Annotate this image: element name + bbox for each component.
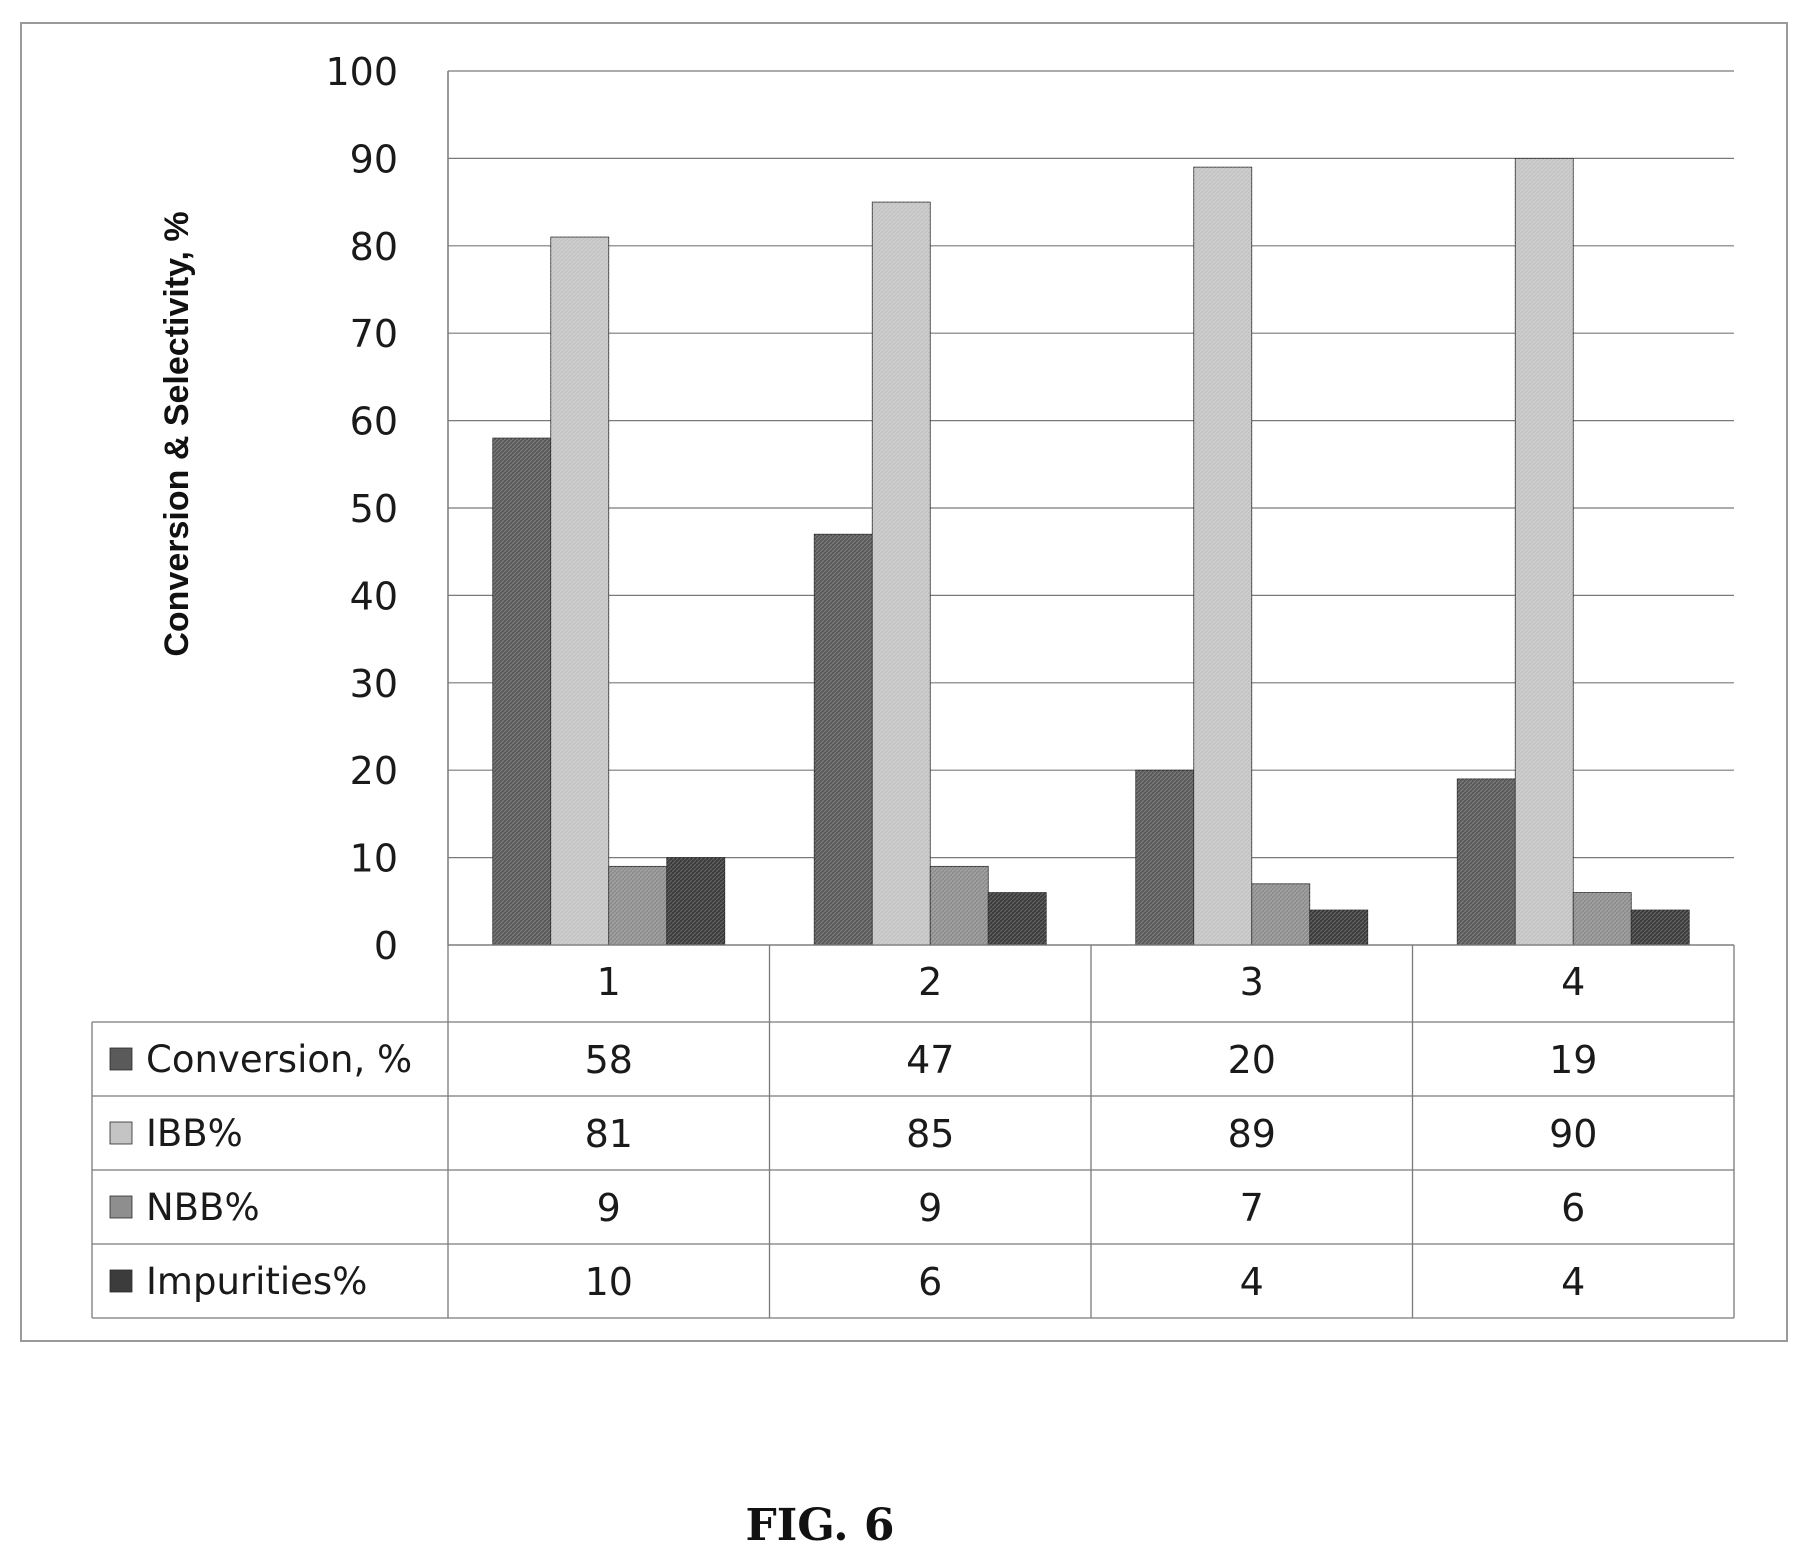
table-value-3-cat-1: 9 bbox=[597, 1186, 621, 1230]
bar-texture-3-cat-3 bbox=[1251, 883, 1310, 945]
bar-texture-3-cat-4 bbox=[1573, 892, 1632, 945]
legend-label-2: IBB% bbox=[146, 1112, 243, 1155]
table-value-2-cat-4: 90 bbox=[1549, 1112, 1597, 1156]
y-tick-label-60: 60 bbox=[350, 400, 398, 444]
table-value-4-cat-4: 4 bbox=[1561, 1260, 1585, 1304]
y-axis-label: Conversion & Selectivity, % bbox=[158, 211, 196, 656]
bar-texture-4-cat-3 bbox=[1309, 910, 1368, 945]
x-category-label-3: 3 bbox=[1240, 960, 1264, 1004]
legend-label-1: Conversion, % bbox=[146, 1038, 412, 1081]
bar-texture-2-cat-4 bbox=[1515, 158, 1574, 945]
x-category-label-4: 4 bbox=[1561, 960, 1585, 1004]
bar-texture-2-cat-1 bbox=[550, 237, 609, 945]
table-value-3-cat-2: 9 bbox=[918, 1186, 942, 1230]
y-tick-label-100: 100 bbox=[325, 50, 398, 94]
x-category-label-1: 1 bbox=[597, 960, 621, 1004]
y-tick-label-0: 0 bbox=[374, 924, 398, 968]
legend-label-3: NBB% bbox=[146, 1186, 260, 1229]
bar-texture-4-cat-2 bbox=[988, 892, 1047, 945]
bar-texture-1-cat-3 bbox=[1135, 770, 1194, 945]
table-value-1-cat-2: 47 bbox=[906, 1038, 954, 1082]
table-value-2-cat-2: 85 bbox=[906, 1112, 954, 1156]
table-value-1-cat-3: 20 bbox=[1228, 1038, 1276, 1082]
table-value-1-cat-1: 58 bbox=[585, 1038, 633, 1082]
table-value-2-cat-1: 81 bbox=[585, 1112, 633, 1156]
y-tick-label-70: 70 bbox=[350, 312, 398, 356]
bar-texture-3-cat-2 bbox=[930, 866, 989, 945]
table-value-4-cat-1: 10 bbox=[585, 1260, 633, 1304]
bar-texture-4-cat-1 bbox=[666, 857, 725, 945]
y-tick-label-50: 50 bbox=[350, 487, 398, 531]
bar-texture-4-cat-4 bbox=[1631, 910, 1690, 945]
bar-texture-1-cat-2 bbox=[814, 534, 873, 945]
legend-swatch-2 bbox=[109, 1121, 133, 1145]
legend-swatch-3 bbox=[109, 1195, 133, 1219]
table-value-2-cat-3: 89 bbox=[1228, 1112, 1276, 1156]
table-value-4-cat-2: 6 bbox=[918, 1260, 942, 1304]
table-value-1-cat-4: 19 bbox=[1549, 1038, 1597, 1082]
table-value-4-cat-3: 4 bbox=[1240, 1260, 1264, 1304]
bar-texture-3-cat-1 bbox=[608, 866, 667, 945]
legend-swatch-4 bbox=[109, 1269, 133, 1293]
table-value-3-cat-4: 6 bbox=[1561, 1186, 1585, 1230]
table-value-3-cat-3: 7 bbox=[1240, 1186, 1264, 1230]
y-tick-label-30: 30 bbox=[350, 662, 398, 706]
y-tick-label-90: 90 bbox=[350, 137, 398, 181]
bar-texture-2-cat-3 bbox=[1193, 167, 1252, 945]
bar-texture-2-cat-2 bbox=[872, 202, 931, 946]
y-tick-label-10: 10 bbox=[350, 837, 398, 881]
x-category-label-2: 2 bbox=[918, 960, 942, 1004]
bar-texture-1-cat-4 bbox=[1457, 778, 1516, 945]
y-tick-label-20: 20 bbox=[350, 749, 398, 793]
figure-caption: FIG. 6 bbox=[745, 1500, 895, 1551]
y-tick-label-80: 80 bbox=[350, 225, 398, 269]
legend-label-4: Impurities% bbox=[146, 1260, 367, 1303]
bar-texture-1-cat-1 bbox=[492, 438, 551, 945]
y-tick-label-40: 40 bbox=[350, 574, 398, 618]
legend-swatch-1 bbox=[109, 1047, 133, 1071]
